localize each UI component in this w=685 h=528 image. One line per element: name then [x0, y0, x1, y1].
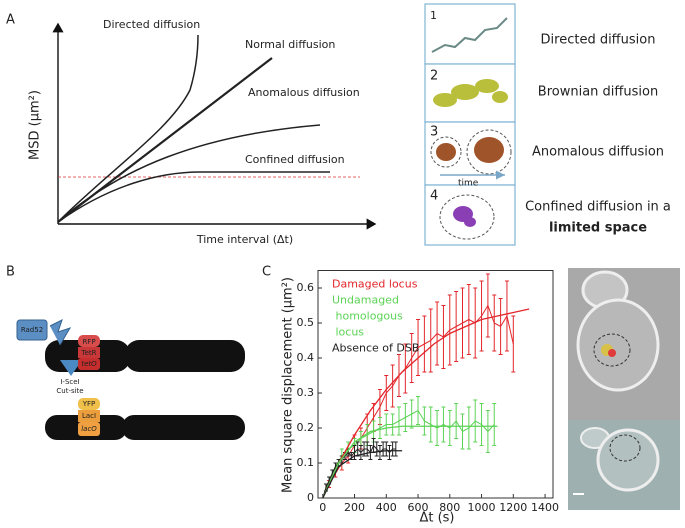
y-axis-label: MSD (μm²) — [28, 90, 43, 160]
x-tick-label: 200 — [344, 501, 365, 514]
protein-label: Rad52 — [21, 326, 43, 334]
curve-label: Confined diffusion — [245, 153, 345, 166]
mode-number: 4 — [430, 189, 438, 204]
x-tick-label: 1400 — [531, 501, 559, 514]
trajectory — [431, 17, 508, 53]
construct-label: LacI — [82, 412, 96, 420]
rad52 — [16, 319, 48, 341]
schematic-curves — [57, 34, 330, 223]
mode-label: Confined diffusion in a — [525, 200, 671, 215]
fit-line — [322, 425, 498, 499]
construct-label: tetO — [81, 360, 97, 368]
fit-line — [322, 308, 530, 499]
mode-number: 3 — [430, 125, 438, 140]
schematic-axes — [52, 22, 377, 230]
construct-label: TetR — [80, 349, 96, 357]
curve-label: Directed diffusion — [103, 18, 200, 31]
data-line — [322, 444, 396, 499]
plot-frame — [317, 270, 554, 499]
legend-entry: Absence of DSB — [332, 342, 419, 355]
x-tick-label: 400 — [376, 501, 397, 514]
x-axis-label: Δt (s) — [419, 511, 454, 526]
trajectory — [433, 79, 508, 107]
x-axis-label: Time interval (Δt) — [196, 233, 293, 246]
y-tick-label: 0.2 — [297, 421, 315, 434]
x-tick-label: 1000 — [468, 501, 496, 514]
construct-label: YFP — [82, 400, 96, 408]
y-tick-label: 0 — [307, 491, 314, 504]
mode-label: Anomalous diffusion — [532, 145, 664, 160]
y-tick-label: 0.3 — [297, 386, 315, 399]
plot: 0 0.1 0.2 0.3 0.4 0.5 0.6 0 200 400 600 800 1000 1200… — [297, 273, 559, 514]
trajectory — [430, 129, 512, 180]
orange-labels — [78, 398, 100, 436]
x-tick-label: 1200 — [499, 501, 527, 514]
y-tick-label: 0.4 — [297, 351, 315, 364]
mode-label: limited space — [549, 221, 647, 236]
cut-site — [60, 360, 82, 376]
mode-label: Directed diffusion — [541, 33, 656, 48]
x-tick-label: 800 — [439, 501, 460, 514]
panel-label: A — [6, 13, 15, 28]
panel-label: C — [262, 265, 271, 280]
mode-number: 2 — [430, 69, 438, 84]
y-tick-label: 0.6 — [297, 281, 315, 294]
fit-line — [322, 450, 403, 499]
time-note: time — [458, 179, 479, 189]
x-tick-label: 600 — [408, 501, 429, 514]
y-tick-label: 0.1 — [297, 456, 315, 469]
legend-entry: Undamaged homologous locus — [332, 294, 403, 339]
y-tick-label: 0.5 — [297, 316, 315, 329]
curve-label: Normal diffusion — [245, 38, 335, 51]
legend-entry: Damaged locus — [332, 278, 418, 291]
panel-label: B — [6, 265, 15, 280]
y-axis-label: Mean square displacement (μm²) — [281, 277, 296, 493]
red-labels — [78, 335, 100, 370]
construct-label: RFP — [82, 338, 95, 346]
x-tick-label: 0 — [319, 501, 326, 514]
cut-label: I-SceI — [60, 378, 79, 386]
trajectory — [439, 194, 495, 240]
micrograph — [568, 268, 680, 510]
mode-number: 1 — [430, 9, 437, 22]
construct-label: lacO — [81, 425, 97, 433]
cut-label: Cut-site — [56, 387, 83, 395]
curve-label: Anomalous diffusion — [248, 86, 360, 99]
bolt — [49, 319, 72, 346]
mode-label: Brownian diffusion — [538, 85, 658, 100]
